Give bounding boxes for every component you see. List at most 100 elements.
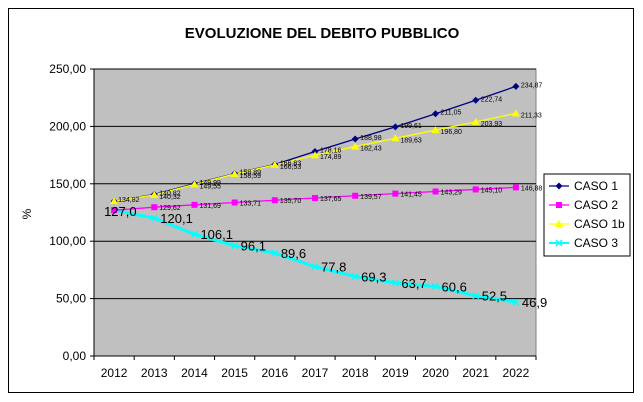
data-label: 189,63 (400, 137, 422, 144)
data-point (472, 292, 480, 300)
data-point (270, 160, 279, 168)
data-label: 133,71 (240, 201, 262, 208)
data-label: 69,3 (361, 269, 386, 284)
data-point (432, 282, 440, 290)
data-label: 60,6 (442, 279, 467, 294)
data-point (431, 126, 440, 134)
x-tick-label: 2017 (302, 366, 329, 380)
x-tick-label: 2020 (422, 366, 449, 380)
data-label: 139,57 (360, 194, 382, 201)
data-label: 182,43 (360, 146, 382, 153)
data-point (271, 197, 278, 204)
data-label: 106,1 (200, 227, 233, 242)
x-tick-label: 2014 (181, 366, 208, 380)
data-label: 140,82 (159, 190, 181, 197)
plot-area: 0,00 50,00 100,00 150,00 200,00 250,00 2012 201… (49, 62, 547, 380)
data-label: 131,69 (199, 203, 221, 210)
data-label: 46,9 (522, 295, 547, 310)
line-chart: EVOLUZIONE DEL DEBITO PUBBLICO 0,00 50,00… (20, 25, 631, 380)
legend-entry: CASO 2 (574, 198, 618, 212)
data-label: 137,65 (320, 196, 342, 203)
x-tick-label: 2019 (382, 366, 409, 380)
data-label: 77,8 (321, 260, 346, 275)
data-point (512, 298, 520, 306)
data-point (190, 230, 198, 238)
data-label: 129,62 (159, 205, 181, 212)
chart-title: EVOLUZIONE DEL DEBITO PUBBLICO (185, 25, 460, 42)
x-tick-label: 2018 (342, 366, 369, 380)
data-label: 63,7 (401, 276, 426, 291)
data-point (391, 279, 399, 287)
data-point (231, 242, 239, 250)
data-point (111, 207, 118, 214)
legend-entry: CASO 1 (574, 179, 618, 193)
legend-entry: CASO 1b (574, 217, 625, 231)
data-label: 141,45 (400, 192, 422, 199)
data-point (511, 109, 520, 117)
legend-swatch-marker (555, 239, 563, 247)
data-point (312, 194, 318, 201)
data-label: 178,16 (320, 147, 342, 154)
data-point (110, 197, 119, 205)
x-tick-label: 2015 (221, 366, 248, 380)
data-point (271, 249, 279, 257)
legend-swatch-marker (556, 202, 562, 208)
data-point (351, 272, 359, 280)
data-point (391, 134, 400, 142)
data-label: 149,55 (199, 183, 221, 190)
data-label: 145,10 (481, 187, 503, 194)
data-label: 143,29 (441, 190, 463, 197)
data-label: 146,88 (521, 185, 543, 192)
data-point (512, 82, 520, 90)
x-tick-label: 2016 (261, 366, 288, 380)
x-tick-label: 2013 (141, 366, 168, 380)
data-label: 174,89 (320, 154, 342, 161)
y-tick-label: 50,00 (56, 292, 86, 306)
data-label: 211,33 (521, 112, 542, 119)
data-label: 166,83 (280, 160, 302, 167)
data-point (432, 188, 439, 195)
data-label: 196,80 (441, 129, 463, 136)
data-point (311, 151, 319, 159)
data-label: 127,0 (104, 204, 137, 219)
y-tick-label: 0,00 (63, 349, 87, 363)
data-point (190, 180, 199, 188)
data-label: 52,5 (482, 289, 507, 304)
data-label: 158,89 (240, 170, 262, 177)
data-label: 96,1 (241, 239, 266, 254)
plot-background (93, 68, 537, 357)
data-label: 134,82 (118, 197, 140, 204)
data-label: 203,93 (481, 121, 503, 128)
y-tick-label: 200,00 (49, 119, 86, 133)
y-tick-label: 150,00 (49, 177, 86, 191)
x-tick-label: 2022 (503, 366, 530, 380)
x-tick-label: 2021 (462, 366, 489, 380)
data-point (352, 192, 359, 199)
legend-swatch-marker (555, 182, 563, 190)
data-label: 158,59 (240, 173, 262, 180)
data-point (191, 201, 198, 208)
data-point (471, 117, 480, 125)
data-label: 135,70 (280, 198, 302, 205)
chart-frame: EVOLUZIONE DEL DEBITO PUBBLICO 0,00 50,00… (8, 8, 634, 393)
data-point (311, 263, 319, 271)
data-label: 140,32 (159, 194, 181, 201)
data-label: 234,87 (521, 82, 543, 89)
data-label: 222,74 (481, 96, 503, 103)
data-label: 149,99 (199, 180, 221, 187)
data-point (472, 186, 479, 193)
data-point (151, 204, 158, 211)
data-point (351, 135, 359, 143)
data-point (231, 199, 238, 206)
data-point (472, 96, 480, 104)
data-point (392, 190, 399, 197)
data-point (351, 142, 360, 150)
data-label: 89,6 (281, 246, 306, 261)
data-point (230, 169, 239, 177)
data-label: 120,1 (160, 211, 193, 226)
data-point (391, 123, 399, 131)
x-tick-label: 2012 (101, 366, 128, 380)
data-label: 199,61 (400, 123, 422, 130)
data-label: 188,98 (360, 135, 382, 142)
legend-entry: CASO 3 (574, 236, 618, 250)
